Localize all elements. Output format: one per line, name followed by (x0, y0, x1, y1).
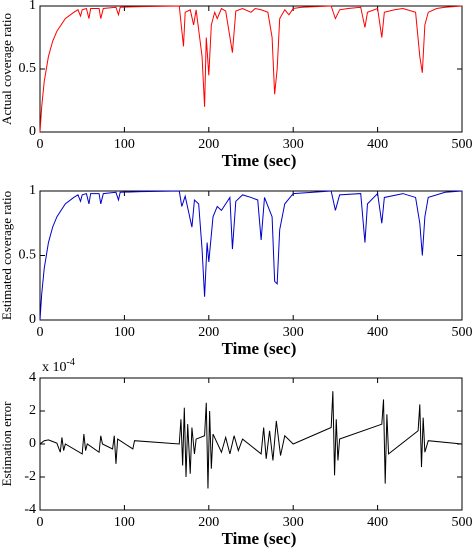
x-tick-label: 300 (283, 137, 304, 152)
y-tick-label: 0 (29, 436, 36, 451)
x-axis-label: Time (sec) (222, 339, 297, 358)
y-tick-label: 0.5 (19, 248, 37, 263)
axes-box (39, 190, 463, 321)
x-axis-label: Time (sec) (222, 529, 297, 548)
axes-box (39, 5, 463, 133)
x-axis-label: Time (sec) (222, 151, 297, 170)
y-tick-label: -4 (24, 502, 36, 517)
y-axis-label: Estimated coverage ratio (0, 191, 14, 320)
y-tick-label: 2 (29, 403, 36, 418)
x-tick-label: 300 (283, 325, 304, 340)
x-tick-label: 100 (114, 137, 135, 152)
offset-exponent: -4 (67, 357, 75, 368)
x-tick-label: 200 (198, 137, 219, 152)
y-tick-label: 1 (29, 183, 36, 198)
x-tick-label: 400 (367, 515, 388, 530)
x-tick-label: 200 (198, 515, 219, 530)
x-tick-label: 0 (37, 137, 44, 152)
x-tick-label: 100 (114, 515, 135, 530)
y-axis-label: Actual coverage ratio (0, 13, 14, 125)
x-tick-label: 400 (367, 325, 388, 340)
y-tick-label: 0.5 (19, 61, 37, 76)
y-tick-label: -2 (24, 469, 36, 484)
y-tick-label: 0 (29, 124, 36, 139)
y-axis-label: Estimation error (0, 401, 14, 487)
offset-text: x 10-4 (42, 357, 75, 375)
data-line (39, 190, 463, 321)
y-tick-label: 1 (29, 0, 36, 13)
y-tick-label: 4 (29, 370, 36, 385)
x-tick-label: 500 (452, 137, 473, 152)
x-tick-label: 0 (37, 515, 44, 530)
data-line (39, 5, 463, 133)
x-tick-label: 0 (37, 325, 44, 340)
x-tick-label: 500 (452, 325, 473, 340)
x-tick-label: 500 (452, 515, 473, 530)
offset-base: x 10 (42, 360, 67, 375)
data-line (39, 391, 463, 489)
x-tick-label: 300 (283, 515, 304, 530)
y-tick-label: 0 (29, 312, 36, 327)
x-tick-label: 400 (367, 137, 388, 152)
x-tick-label: 100 (114, 325, 135, 340)
x-tick-label: 200 (198, 325, 219, 340)
